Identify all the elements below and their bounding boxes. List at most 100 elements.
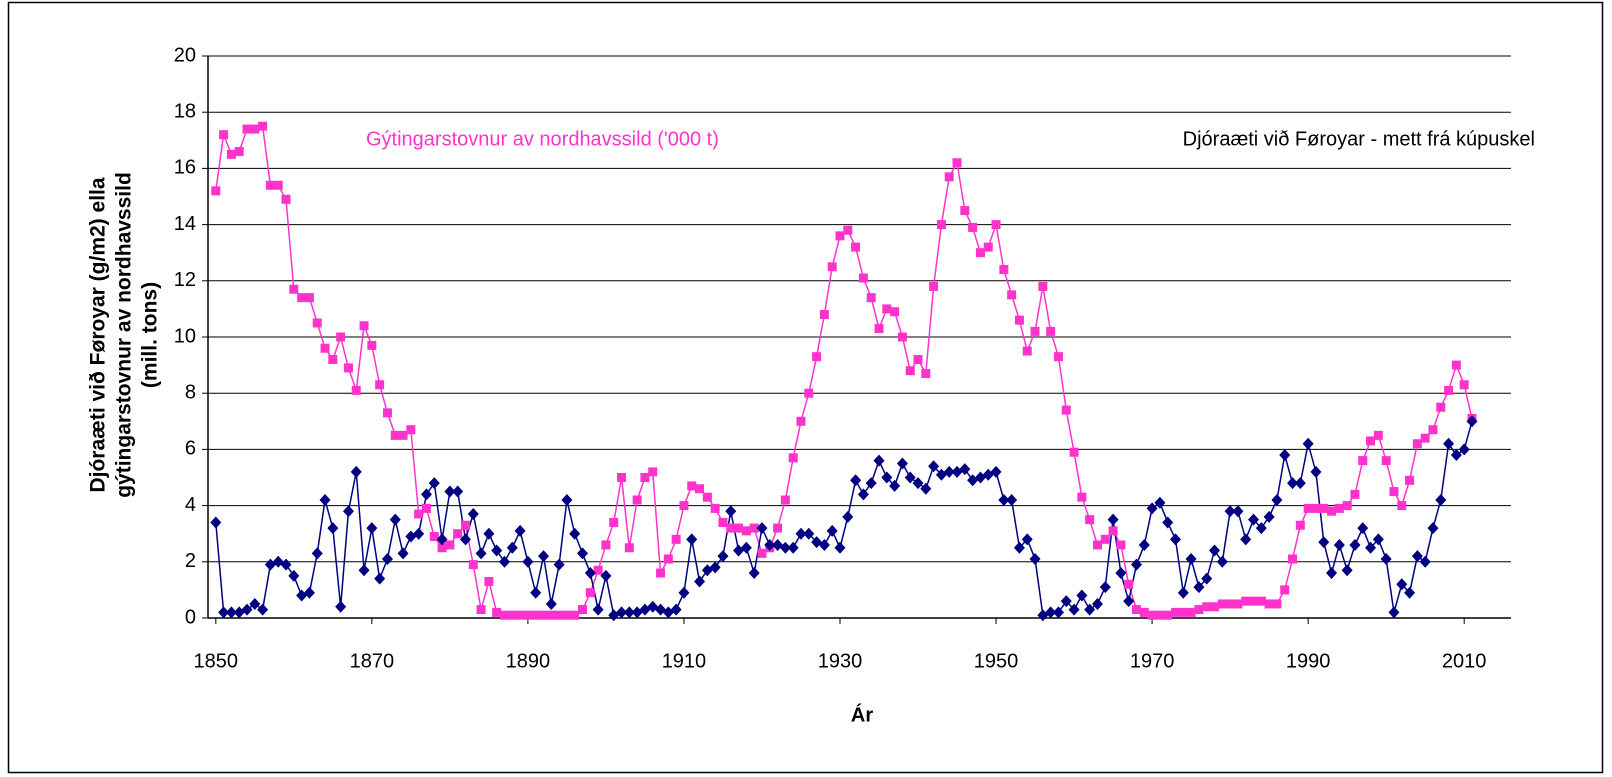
marker (311, 547, 323, 560)
marker (398, 430, 408, 440)
y-tick-label: 2 (185, 550, 196, 572)
marker (1216, 555, 1228, 568)
marker (592, 603, 604, 616)
marker (241, 603, 253, 616)
marker (983, 242, 993, 252)
marker (873, 454, 885, 467)
marker (406, 425, 416, 435)
marker (834, 541, 846, 554)
y-tick-label: 10 (174, 325, 196, 347)
marker (1389, 487, 1399, 497)
marker (944, 172, 954, 182)
marker (632, 495, 642, 505)
legend-label: Djóraæti við Føroyar - mett frá kúpuskel (1183, 128, 1535, 150)
marker (1303, 503, 1313, 513)
marker (350, 465, 362, 478)
marker (858, 273, 868, 283)
marker (1130, 558, 1142, 571)
marker (545, 597, 557, 610)
marker (920, 482, 932, 495)
marker (577, 547, 589, 560)
marker (1419, 555, 1431, 568)
marker (702, 492, 712, 502)
marker (445, 540, 455, 550)
marker (1123, 595, 1135, 608)
marker (1280, 585, 1290, 595)
marker (718, 517, 728, 527)
marker (1116, 540, 1126, 550)
marker (342, 505, 354, 518)
marker (570, 610, 580, 620)
marker (1412, 439, 1422, 449)
marker (1146, 502, 1158, 515)
marker (741, 526, 751, 536)
marker (1248, 513, 1260, 526)
marker (850, 474, 862, 487)
marker (1435, 493, 1447, 506)
marker (258, 121, 268, 131)
marker (359, 321, 369, 331)
marker (889, 479, 901, 492)
marker (343, 363, 353, 373)
marker (1405, 475, 1415, 485)
x-tick-label: 1870 (350, 650, 395, 672)
marker (1131, 605, 1141, 615)
y-tick-label: 4 (185, 494, 196, 516)
marker (280, 558, 292, 571)
marker (1209, 544, 1221, 557)
marker (522, 555, 534, 568)
marker (498, 555, 510, 568)
marker (779, 541, 791, 554)
marker (1271, 493, 1283, 506)
marker (390, 430, 400, 440)
marker (1202, 602, 1212, 612)
marker (467, 508, 479, 521)
marker (1451, 360, 1461, 370)
marker (453, 529, 463, 539)
marker (897, 332, 907, 342)
y-axis-label-line: gýtingarstovnur av nordhavssild (113, 172, 136, 498)
marker (459, 533, 471, 546)
marker (1092, 540, 1102, 550)
marker (1436, 402, 1446, 412)
marker (420, 488, 432, 501)
marker (483, 527, 495, 540)
marker (1060, 595, 1072, 608)
marker (303, 586, 315, 599)
marker (1115, 567, 1127, 580)
marker (1108, 526, 1118, 536)
marker (1341, 564, 1353, 577)
marker (656, 568, 666, 578)
marker (1233, 599, 1243, 609)
marker (312, 318, 322, 328)
marker (1272, 599, 1282, 609)
marker (912, 477, 924, 490)
marker (1186, 607, 1196, 617)
marker (851, 242, 861, 252)
marker (492, 607, 502, 617)
marker (764, 538, 776, 551)
marker (358, 564, 370, 577)
y-axis-label-line: (mill. tons) (139, 282, 162, 388)
marker (640, 473, 650, 482)
marker (1350, 489, 1360, 499)
marker (1428, 425, 1438, 435)
marker (843, 225, 853, 235)
marker (726, 523, 736, 533)
marker (491, 544, 503, 557)
marker (452, 485, 464, 498)
marker (663, 554, 673, 564)
marker (788, 453, 798, 463)
marker (1249, 596, 1259, 606)
marker (1006, 493, 1018, 506)
marker (242, 124, 252, 134)
marker (374, 572, 386, 585)
marker (819, 310, 829, 320)
x-tick-label: 1910 (662, 650, 707, 672)
marker (796, 416, 806, 426)
marker (695, 484, 705, 494)
marker (874, 324, 884, 334)
marker (1154, 496, 1166, 509)
marker (1177, 586, 1189, 599)
